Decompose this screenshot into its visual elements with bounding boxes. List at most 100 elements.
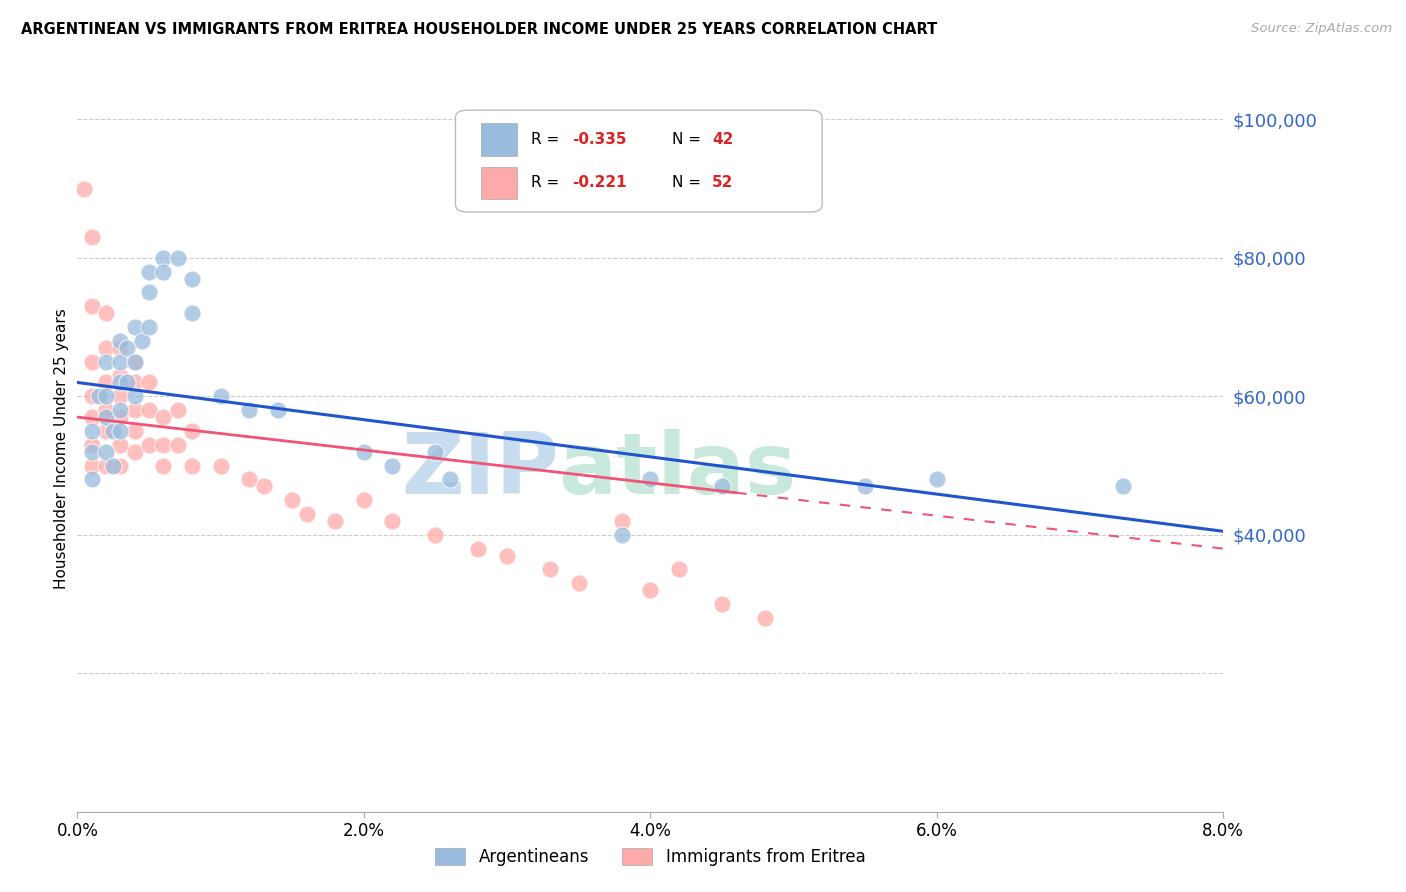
Point	[94, 389, 117, 403]
Text: Source: ZipAtlas.com: Source: ZipAtlas.com	[1251, 22, 1392, 36]
Point	[209, 389, 232, 403]
Point	[238, 403, 260, 417]
Point	[710, 479, 733, 493]
Point	[124, 320, 146, 334]
Point	[425, 528, 447, 542]
Point	[94, 403, 117, 417]
Point	[568, 576, 591, 591]
Point	[124, 424, 146, 438]
Point	[110, 410, 132, 425]
Point	[138, 376, 160, 390]
Point	[138, 265, 160, 279]
Point	[152, 251, 174, 265]
Point	[110, 403, 132, 417]
Point	[152, 458, 174, 473]
Point	[94, 354, 117, 368]
Point	[124, 403, 146, 417]
Bar	[481, 123, 517, 155]
Point	[180, 306, 204, 320]
Point	[267, 403, 290, 417]
Point	[110, 376, 132, 390]
Point	[1112, 479, 1135, 493]
Y-axis label: Householder Income Under 25 years: Householder Income Under 25 years	[53, 308, 69, 589]
Point	[110, 438, 132, 452]
Point	[640, 583, 662, 598]
Point	[138, 285, 160, 300]
Point	[80, 438, 103, 452]
Point	[467, 541, 489, 556]
Point	[180, 271, 204, 285]
Point	[117, 341, 139, 355]
Point	[281, 493, 304, 508]
Point	[439, 472, 461, 486]
Text: -0.221: -0.221	[572, 176, 627, 190]
Point	[180, 458, 204, 473]
Point	[87, 389, 110, 403]
Point	[94, 424, 117, 438]
Point	[209, 458, 232, 473]
Point	[238, 472, 260, 486]
Point	[152, 438, 174, 452]
Point	[640, 472, 662, 486]
Text: N =: N =	[672, 176, 706, 190]
Point	[610, 528, 633, 542]
Point	[124, 444, 146, 458]
Point	[710, 597, 733, 611]
Point	[295, 507, 318, 521]
Point	[152, 410, 174, 425]
Point	[94, 341, 117, 355]
Point	[110, 424, 132, 438]
Point	[80, 472, 103, 486]
Point	[80, 389, 103, 403]
Point	[925, 472, 948, 486]
Point	[94, 458, 117, 473]
Point	[80, 354, 103, 368]
Point	[110, 458, 132, 473]
Point	[124, 354, 146, 368]
Point	[94, 444, 117, 458]
Point	[124, 376, 146, 390]
Point	[110, 389, 132, 403]
Point	[166, 403, 188, 417]
Point	[381, 514, 404, 528]
Point	[610, 514, 633, 528]
Text: R =: R =	[531, 132, 564, 147]
Point	[166, 438, 188, 452]
Text: ZIP: ZIP	[401, 428, 558, 511]
Point	[252, 479, 274, 493]
Point	[94, 306, 117, 320]
Point	[353, 493, 375, 508]
Text: N =: N =	[672, 132, 706, 147]
Point	[80, 458, 103, 473]
Point	[80, 424, 103, 438]
Point	[110, 334, 132, 348]
Point	[80, 299, 103, 313]
Point	[754, 611, 776, 625]
Point	[180, 424, 204, 438]
Point	[353, 444, 375, 458]
Point	[538, 562, 561, 576]
Point	[124, 389, 146, 403]
Point	[131, 334, 153, 348]
Text: 42: 42	[713, 132, 734, 147]
Point	[117, 376, 139, 390]
Point	[101, 458, 124, 473]
Point	[110, 368, 132, 383]
Point	[94, 376, 117, 390]
Point	[138, 438, 160, 452]
Text: atlas: atlas	[558, 428, 797, 511]
Point	[80, 444, 103, 458]
Text: R =: R =	[531, 176, 564, 190]
Legend: Argentineans, Immigrants from Eritrea: Argentineans, Immigrants from Eritrea	[429, 841, 872, 872]
Text: -0.335: -0.335	[572, 132, 627, 147]
Point	[124, 354, 146, 368]
Point	[166, 251, 188, 265]
Bar	[481, 167, 517, 199]
Point	[381, 458, 404, 473]
Point	[110, 354, 132, 368]
Point	[668, 562, 690, 576]
FancyBboxPatch shape	[456, 111, 823, 212]
Point	[138, 403, 160, 417]
Point	[73, 181, 96, 195]
Point	[110, 341, 132, 355]
